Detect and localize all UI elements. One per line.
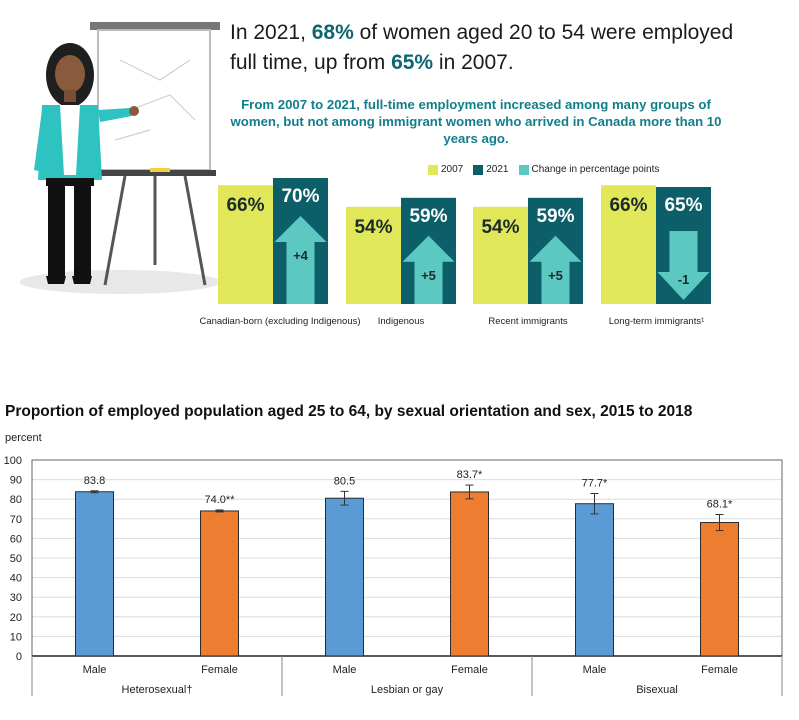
data-label: 77.7* [582,478,608,490]
change-label: +5 [421,268,436,283]
y-tick-label: 100 [4,455,22,467]
value-label-2021: 59% [536,206,574,227]
category-label-long-term-immigrants: Long-term immigrants¹ [608,316,705,327]
data-label: 74.0** [205,494,236,506]
category-label-indigenous: Indigenous [377,316,425,327]
y-tick-label: 40 [10,573,22,585]
infographic-bars: 66% 70% +4 54% 59% +5 54% 59% +5 66% 65% -1 [218,178,711,304]
y-tick-label: 50 [10,553,22,565]
data-label: 83.7* [457,469,483,481]
change-arrow-up [274,216,327,304]
bar [75,491,114,657]
chart-title: Proportion of employed population aged 2… [5,403,693,420]
value-label-2007: 66% [226,195,264,216]
bar [325,497,364,657]
category-label-recent-immigrants: Recent immigrants [488,316,568,327]
infographic-legend: 2007 2021 Change in percentage points [428,164,659,175]
legend-swatch-2021 [473,164,484,175]
legend-swatch-change [518,164,529,175]
legend-label-2021: 2021 [486,164,509,175]
change-label: +5 [548,268,563,283]
bar [575,503,614,657]
bar-2007 [601,185,656,304]
y-tick-label: 0 [16,651,22,663]
headline-highlight-2007: 65% [391,51,434,74]
value-label-2021: 59% [409,206,447,227]
employment-chart: Proportion of employed population aged 2… [0,345,799,720]
data-label: 83.8 [84,475,105,487]
value-label-2007: 66% [609,195,647,216]
bar-chart: 0 10 20 30 40 50 60 70 80 90 100 83.8 Male 74.0** Fema… [4,455,783,696]
legend-item-2007: 2007 [428,164,463,175]
headline-text-3: in 2007. [433,51,514,74]
x-tick-label: Male [333,664,357,676]
y-tick-label: 90 [10,475,22,487]
headline-text-1: In 2021, [230,21,312,44]
legend-item-change: Change in percentage points [518,164,660,175]
presenter-illustration [20,22,220,294]
headline-highlight-2021: 68% [311,21,354,44]
data-label: 80.5 [334,475,355,487]
group-label: Lesbian or gay [371,684,444,696]
value-label-2021: 70% [281,186,319,207]
change-arrow-up [402,235,455,304]
y-tick-label: 30 [10,592,22,604]
change-arrow-up [529,235,582,304]
legend-label-2007: 2007 [441,164,464,175]
y-tick-label: 70 [10,514,22,526]
headline: In 2021, 68% of women aged 20 to 54 were… [230,18,750,78]
legend-label-change: Change in percentage points [531,164,660,175]
bar [200,510,239,657]
infographic: In 2021, 68% of women aged 20 to 54 were… [0,0,799,345]
group-label: Heterosexual† [122,684,193,696]
bar-2007 [346,206,401,304]
subheading: From 2007 to 2021, full-time employment … [230,97,722,146]
headline-text-2: of women aged 20 to 54 were employed ful… [230,21,734,74]
y-tick-label: 60 [10,533,22,545]
change-arrow-down [657,231,710,300]
legend-swatch-2007 [428,164,438,175]
y-tick-label: 20 [10,612,22,624]
x-tick-label: Female [201,664,238,676]
y-tick-label: 10 [10,631,22,643]
value-label-2021: 65% [664,195,702,216]
legend-item-2021: 2021 [473,164,509,175]
x-tick-label: Male [83,664,107,676]
y-axis-unit: percent [5,432,42,444]
bar-2007 [218,185,273,304]
bar [700,522,739,657]
value-label-2007: 54% [481,217,519,238]
x-tick-label: Female [701,664,738,676]
x-tick-label: Female [451,664,488,676]
category-label-canadian-born: Canadian-born (excluding Indigenous) [199,316,361,327]
bar-2007 [473,206,528,304]
group-label: Bisexual [636,684,678,696]
value-label-2007: 54% [354,217,392,238]
bar [450,491,489,657]
data-label: 68.1* [707,498,733,510]
x-tick-label: Male [583,664,607,676]
y-tick-label: 80 [10,494,22,506]
change-label: -1 [678,272,690,287]
change-label: +4 [293,248,309,263]
